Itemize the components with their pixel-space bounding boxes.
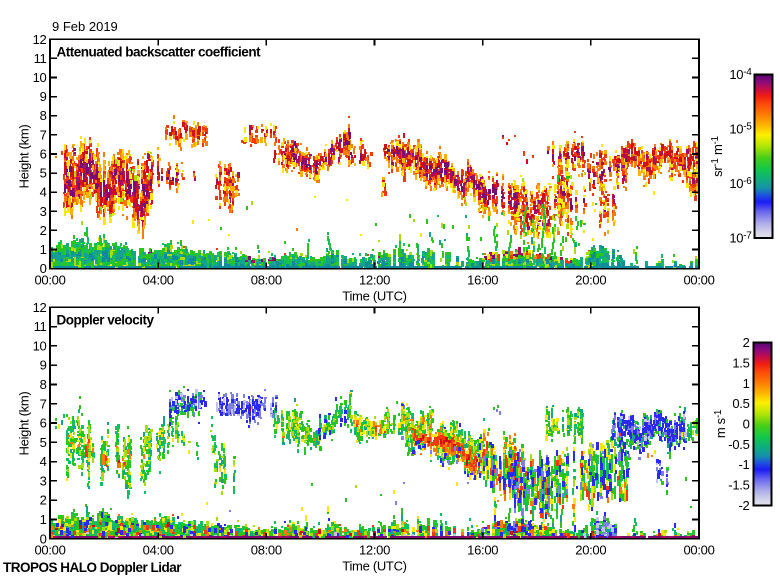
svg-text:0.5: 0.5	[732, 396, 749, 411]
svg-text:00:00: 00:00	[34, 273, 65, 288]
svg-text:7: 7	[40, 127, 47, 142]
svg-text:08:00: 08:00	[251, 543, 282, 558]
svg-text:00:00: 00:00	[683, 273, 714, 288]
svg-text:Time (UTC): Time (UTC)	[342, 289, 406, 304]
svg-text:9: 9	[40, 358, 47, 373]
svg-text:11: 11	[34, 51, 47, 66]
svg-text:10: 10	[33, 338, 47, 353]
svg-text:-1.5: -1.5	[728, 478, 749, 493]
svg-text:9: 9	[40, 89, 47, 104]
svg-text:0: 0	[743, 417, 750, 432]
svg-text:12:00: 12:00	[359, 273, 390, 288]
svg-text:0: 0	[40, 261, 47, 276]
svg-text:20:00: 20:00	[575, 543, 606, 558]
svg-text:1.5: 1.5	[732, 355, 749, 370]
svg-text:-2: -2	[739, 498, 750, 513]
svg-text:16:00: 16:00	[467, 273, 498, 288]
svg-text:Height (km): Height (km)	[17, 125, 32, 189]
svg-text:12: 12	[33, 32, 47, 47]
svg-text:0: 0	[40, 531, 47, 546]
svg-text:9 Feb 2019: 9 Feb 2019	[52, 19, 118, 34]
svg-text:12: 12	[33, 300, 47, 315]
svg-text:16:00: 16:00	[467, 543, 498, 558]
svg-text:00:00: 00:00	[34, 543, 65, 558]
svg-text:6: 6	[40, 416, 47, 431]
svg-text:12:00: 12:00	[359, 543, 390, 558]
svg-text:Height (km): Height (km)	[17, 392, 32, 456]
svg-text:3: 3	[40, 204, 47, 219]
svg-text:20:00: 20:00	[575, 273, 606, 288]
svg-text:-0.5: -0.5	[728, 437, 749, 452]
svg-text:8: 8	[40, 108, 47, 123]
svg-text:6: 6	[40, 147, 47, 162]
svg-text:2: 2	[40, 223, 47, 238]
svg-text:1: 1	[40, 242, 47, 257]
svg-text:5: 5	[40, 435, 47, 450]
svg-text:04:00: 04:00	[143, 543, 174, 558]
svg-text:Time (UTC): Time (UTC)	[342, 559, 406, 574]
svg-text:11: 11	[34, 319, 47, 334]
svg-text:4: 4	[40, 454, 47, 469]
svg-text:10: 10	[33, 70, 47, 85]
svg-text:2: 2	[40, 493, 47, 508]
svg-text:2: 2	[743, 335, 750, 350]
svg-text:Attenuated backscatter coeffic: Attenuated backscatter coefficient	[57, 45, 262, 60]
svg-text:1: 1	[40, 512, 47, 527]
svg-text:00:00: 00:00	[683, 543, 714, 558]
svg-text:7: 7	[40, 396, 47, 411]
svg-text:TROPOS HALO Doppler Lidar: TROPOS HALO Doppler Lidar	[3, 560, 182, 575]
svg-text:-1: -1	[739, 457, 750, 472]
svg-text:Doppler velocity: Doppler velocity	[57, 313, 155, 328]
svg-text:4: 4	[40, 185, 47, 200]
svg-text:5: 5	[40, 166, 47, 181]
svg-text:3: 3	[40, 473, 47, 488]
svg-text:08:00: 08:00	[251, 273, 282, 288]
svg-text:04:00: 04:00	[143, 273, 174, 288]
svg-text:8: 8	[40, 377, 47, 392]
svg-text:1: 1	[743, 376, 750, 391]
